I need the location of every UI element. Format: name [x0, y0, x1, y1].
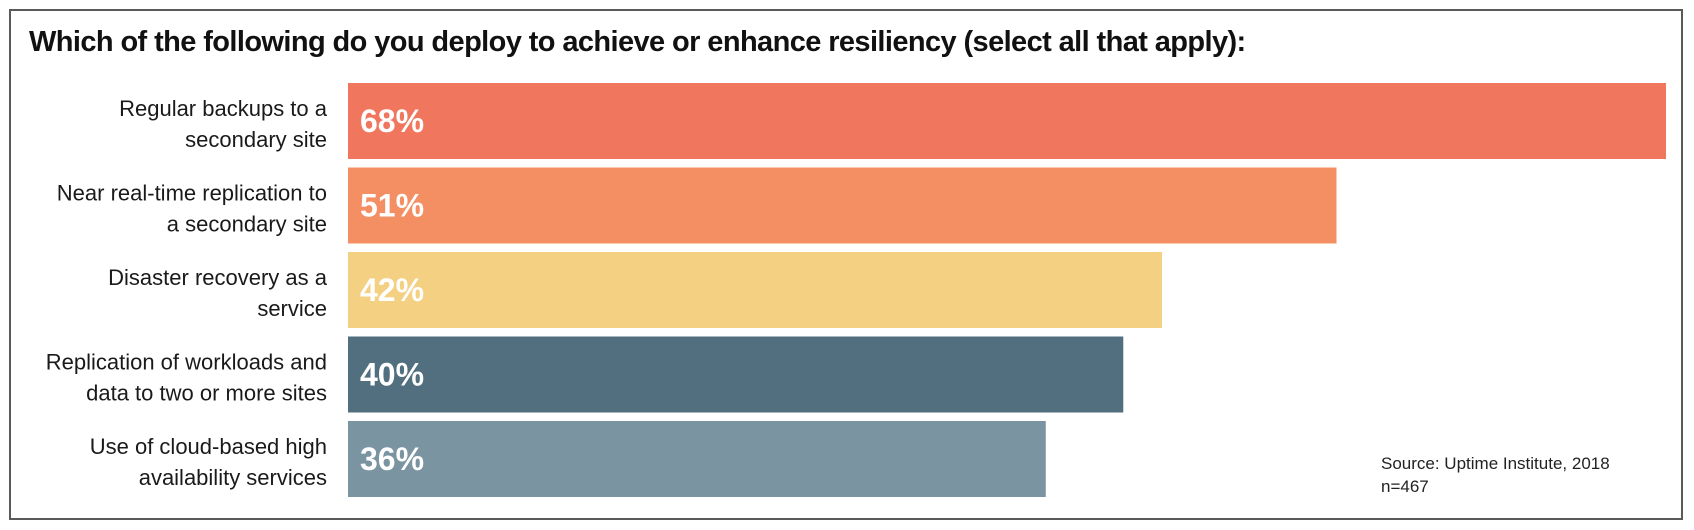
category-label-4: Replication of workloads and data to two … — [46, 350, 327, 406]
bar-4 — [348, 336, 1124, 413]
value-label-3: 42% — [360, 272, 424, 308]
source-note: Source: Uptime Institute, 2018 n=467 — [1381, 452, 1610, 498]
value-label-1: 68% — [360, 103, 424, 139]
category-label-5: Use of cloud-based high availability serv… — [90, 434, 327, 490]
category-label-1: Regular backups to a secondary site — [119, 96, 328, 152]
value-label-4: 40% — [360, 357, 424, 393]
bar-2 — [348, 167, 1337, 244]
sample-size: n=467 — [1381, 477, 1429, 496]
bar-1 — [348, 83, 1666, 159]
value-label-5: 36% — [360, 441, 424, 477]
source-citation: Source: Uptime Institute, 2018 — [1381, 454, 1610, 473]
category-label-2: Near real-time replication to a secondary… — [57, 181, 327, 237]
value-label-2: 51% — [360, 188, 424, 224]
chart-title: Which of the following do you deploy to … — [29, 26, 1246, 58]
category-label-3: Disaster recovery as a service — [108, 265, 328, 321]
bar-3 — [348, 252, 1163, 328]
bar-5 — [348, 421, 1046, 497]
